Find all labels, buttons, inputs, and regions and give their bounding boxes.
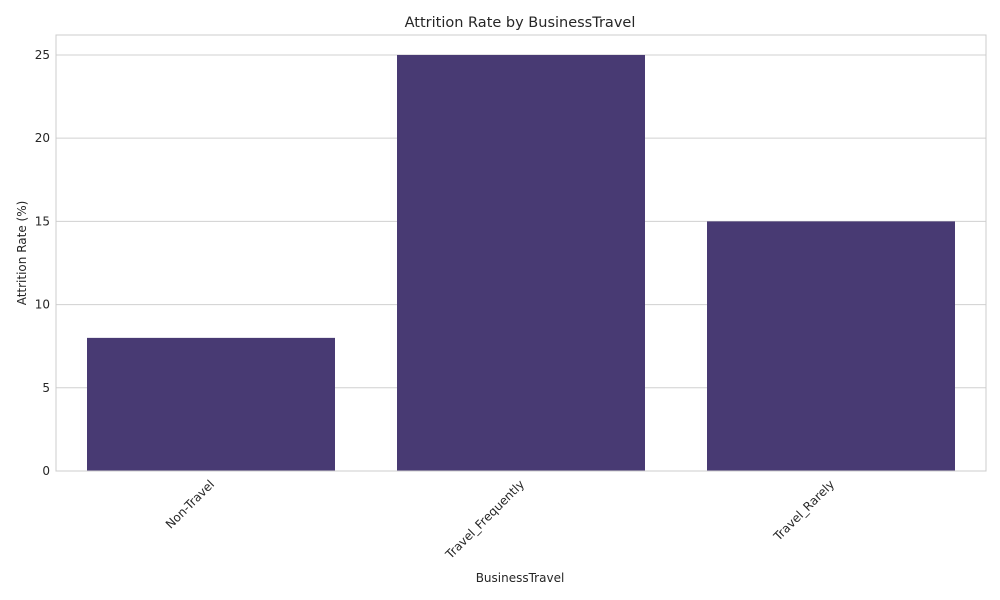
chart-title: Attrition Rate by BusinessTravel — [405, 15, 636, 31]
bars — [87, 54, 955, 471]
y-axis-label: Attrition Rate (%) — [15, 201, 29, 306]
x-tick-label: Travel_Rarely — [770, 477, 837, 544]
y-axis-ticks: 0 5 10 15 20 25 — [35, 48, 50, 478]
plot-frame — [55, 34, 987, 472]
x-tick-label: Travel_Frequently — [442, 477, 527, 562]
y-tick-label: 25 — [35, 48, 50, 62]
x-tick-label: Non-Travel — [163, 477, 217, 531]
y-tick-label: 15 — [35, 214, 50, 228]
y-tick-label: 0 — [42, 464, 50, 478]
x-axis-ticks: Non-Travel Travel_Frequently Travel_Rarely — [163, 477, 837, 562]
y-tick-label: 20 — [35, 131, 50, 145]
y-tick-label: 10 — [35, 298, 50, 312]
y-tick-label: 5 — [42, 381, 50, 395]
bar-travel-frequently — [397, 54, 645, 471]
x-axis-label: BusinessTravel — [476, 571, 565, 585]
bar-travel-rarely — [707, 221, 955, 471]
bar-non-travel — [87, 337, 335, 471]
